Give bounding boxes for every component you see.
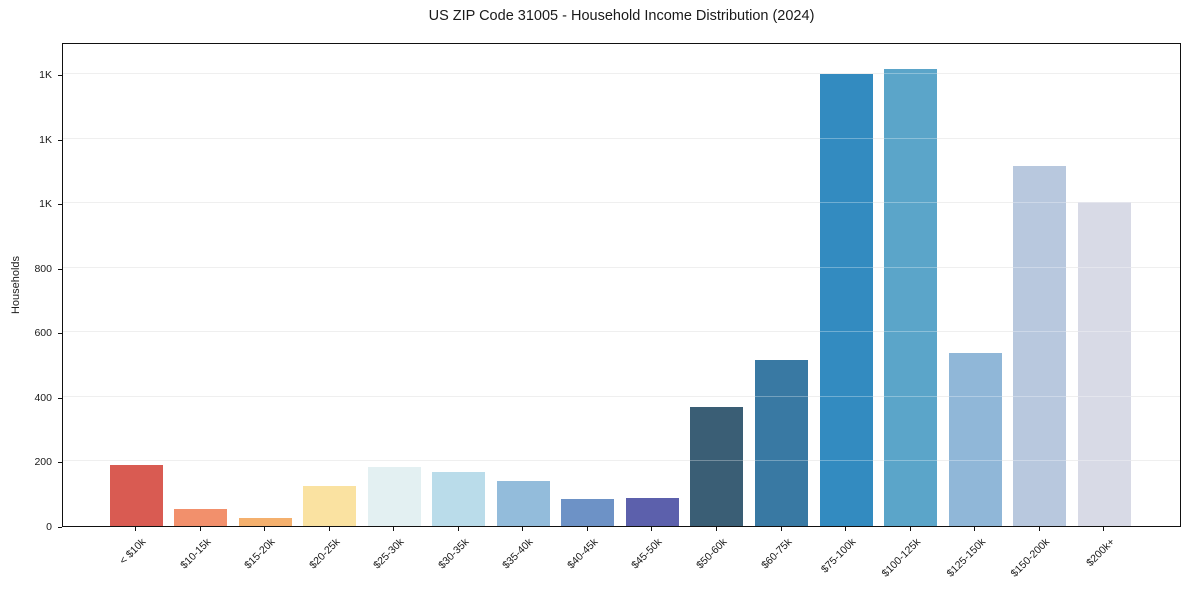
y-tick-mark: [58, 139, 62, 141]
y-tick-mark: [58, 397, 62, 399]
bar: [690, 407, 744, 526]
y-tick-label: 800: [34, 262, 52, 275]
gridline: [63, 202, 1180, 204]
bar: [561, 499, 615, 526]
x-tick-label: $60-75k: [758, 536, 794, 572]
bar: [755, 360, 808, 526]
y-tick-mark: [58, 268, 62, 270]
x-tick-label: $125-150k: [944, 536, 988, 580]
y-tick-label: 1K: [39, 69, 52, 82]
x-tick-label: $50-60k: [694, 536, 730, 572]
y-tick-mark: [58, 527, 62, 528]
gridline: [63, 331, 1180, 333]
x-tick-label: $100-125k: [879, 536, 924, 580]
y-axis-ticks: 0 200 400 600 800 1K 1K 1K: [0, 43, 62, 533]
y-tick-label: 200: [34, 456, 52, 469]
y-tick-mark: [58, 462, 62, 464]
chart-title: US ZIP Code 31005 - Household Income Dis…: [428, 8, 815, 24]
gridline: [63, 266, 1180, 268]
gridline-overlay: [63, 202, 1180, 204]
x-tick-mark: [328, 527, 330, 531]
bar: [948, 353, 1002, 526]
gridline: [63, 460, 1180, 462]
y-tick-label: 0: [46, 521, 52, 533]
x-tick-mark: [845, 527, 847, 531]
x-tick-label: $200k+: [1083, 536, 1117, 570]
x-tick-label: $40-45k: [565, 536, 601, 572]
y-tick-mark: [58, 333, 62, 335]
gridline-overlay: [63, 266, 1180, 268]
gridline: [63, 137, 1180, 139]
bar: [1077, 201, 1131, 526]
x-tick-mark: [651, 527, 653, 531]
x-tick-label: $30-35k: [435, 536, 472, 572]
x-tick-mark: [715, 527, 717, 531]
x-tick-mark: [199, 527, 201, 531]
x-tick-mark: [135, 527, 136, 531]
gridline-overlay: [63, 395, 1180, 397]
y-tick-label: 1K: [39, 198, 52, 211]
x-tick-mark: [264, 527, 266, 531]
x-tick-label: $25-30k: [371, 536, 407, 572]
bar: [819, 74, 873, 526]
bar: [496, 480, 550, 526]
gridline-overlay: [63, 460, 1180, 462]
bar: [174, 508, 228, 526]
x-tick-mark: [909, 527, 911, 531]
x-tick-mark: [974, 527, 976, 531]
plot-area: [62, 43, 1181, 527]
gridline: [63, 395, 1180, 397]
bar: [303, 486, 357, 526]
y-tick-mark: [58, 204, 62, 206]
x-tick-label: $20-25k: [306, 536, 343, 572]
y-tick-label: 400: [34, 391, 52, 404]
x-tick-label: < $10k: [117, 536, 149, 567]
y-tick-label: 1K: [39, 133, 52, 146]
y-tick-mark: [58, 75, 62, 77]
x-tick-label: $75-100k: [819, 536, 859, 576]
x-tick-mark: [1038, 527, 1040, 531]
bar: [625, 498, 679, 526]
x-tick-mark: [586, 527, 588, 531]
x-tick-mark: [1103, 527, 1105, 531]
gridline-overlay: [63, 73, 1180, 75]
y-tick-label: 600: [34, 327, 52, 340]
x-tick-mark: [780, 527, 782, 531]
gridline-overlay: [63, 137, 1180, 139]
x-tick-label: $150-200k: [1008, 536, 1053, 580]
x-tick-label: $15-20k: [242, 536, 278, 572]
gridline-overlay: [63, 331, 1180, 333]
x-tick-mark: [457, 527, 459, 531]
x-axis-ticks: < $10k $10-15k $15-20k $20-25k $25-30k $30-35…: [62, 527, 1181, 589]
x-tick-label: $45-50k: [629, 536, 665, 572]
bar: [367, 466, 421, 526]
bar: [109, 464, 163, 526]
x-tick-mark: [522, 527, 524, 531]
bar: [884, 69, 938, 526]
bar: [432, 472, 486, 526]
x-tick-label: $10-15k: [177, 536, 214, 572]
bar: [238, 517, 292, 526]
bar: [1013, 166, 1067, 526]
x-tick-label: $35-40k: [500, 536, 536, 572]
x-tick-mark: [393, 527, 395, 531]
gridline: [63, 73, 1180, 75]
